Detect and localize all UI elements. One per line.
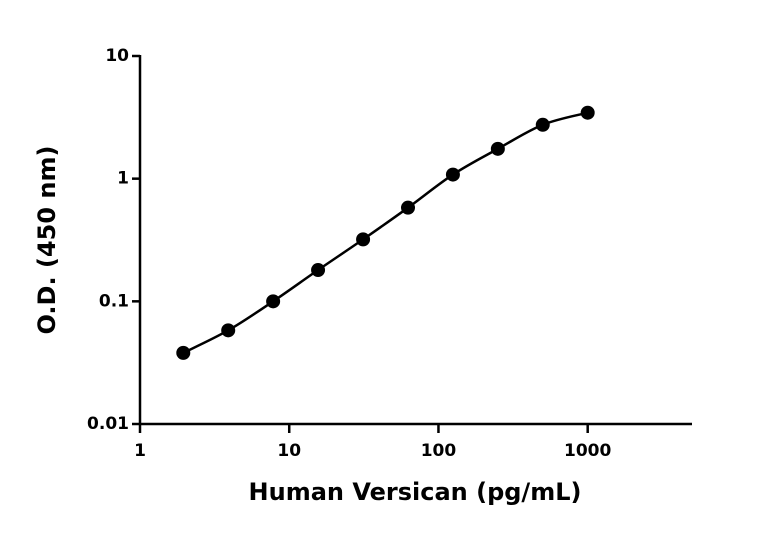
y-tick-label: 1 — [117, 169, 129, 189]
fit-curve — [182, 111, 589, 354]
data-point — [221, 323, 236, 338]
x-tick-label: 100 — [421, 441, 457, 461]
data-point — [311, 263, 326, 278]
data-point — [176, 345, 191, 360]
data-point — [445, 167, 460, 182]
data-point — [580, 105, 595, 120]
data-point — [490, 141, 505, 156]
y-axis-title: O.D. (450 nm) — [33, 146, 61, 335]
data-point — [356, 232, 371, 247]
y-tick-label: 10 — [105, 46, 129, 66]
x-tick-label: 1 — [134, 441, 146, 461]
x-tick-label: 10 — [277, 441, 301, 461]
y-tick-label: 0.1 — [99, 291, 129, 311]
x-tick-label: 1000 — [564, 441, 611, 461]
data-point — [266, 294, 281, 309]
y-tick-label: 0.01 — [87, 414, 129, 434]
data-point — [401, 200, 416, 215]
data-point — [535, 117, 550, 132]
x-axis-title: Human Versican (pg/mL) — [249, 478, 582, 506]
